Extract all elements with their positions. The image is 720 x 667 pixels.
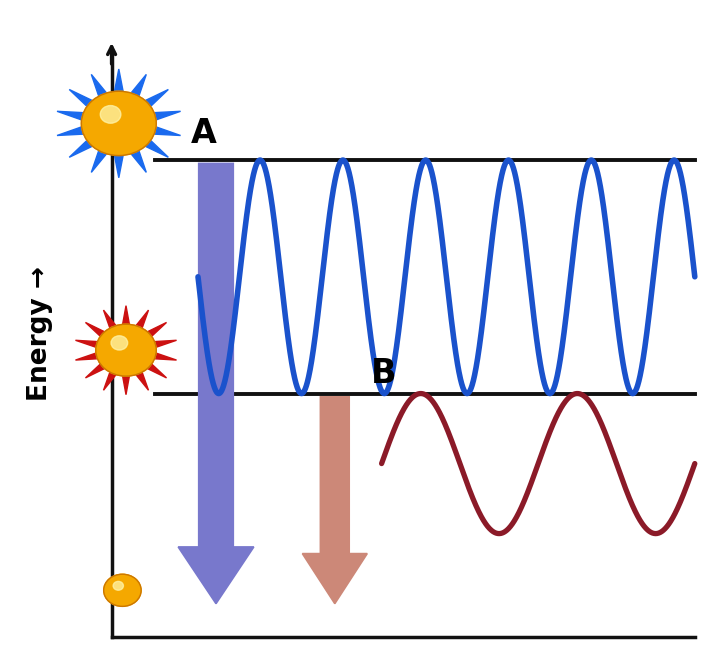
Ellipse shape [100, 105, 121, 123]
Ellipse shape [111, 336, 127, 350]
Text: A: A [191, 117, 217, 150]
Text: B: B [371, 358, 396, 390]
Ellipse shape [113, 582, 123, 590]
FancyArrow shape [302, 397, 367, 604]
Text: Energy →: Energy → [27, 266, 53, 401]
FancyArrow shape [179, 163, 253, 604]
Ellipse shape [81, 91, 156, 155]
Polygon shape [57, 69, 181, 178]
Polygon shape [76, 305, 176, 395]
Ellipse shape [104, 574, 141, 606]
Ellipse shape [96, 324, 156, 376]
